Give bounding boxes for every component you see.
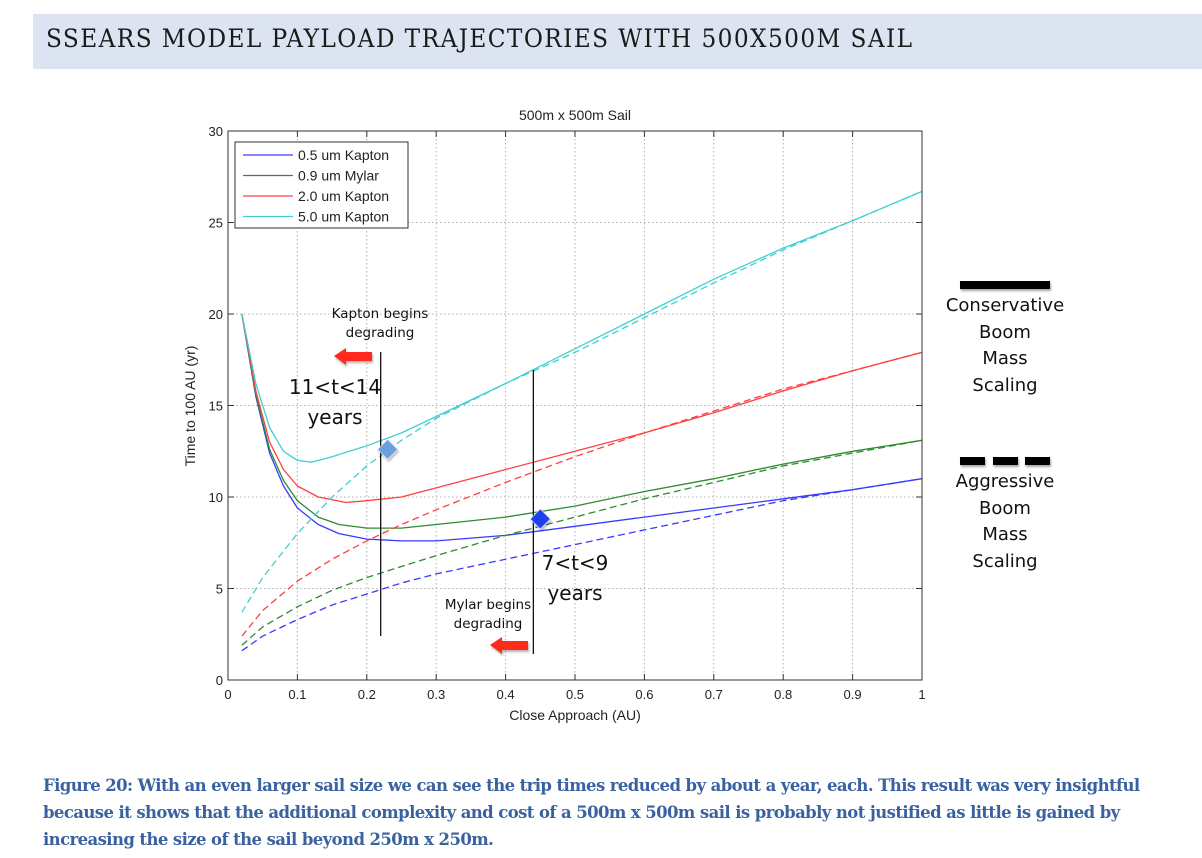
series-line-dashed — [241, 478, 923, 652]
x-tick-label: 0.6 — [635, 687, 653, 702]
y-axis-label: Time to 100 AU (yr) — [182, 346, 198, 467]
x-tick-label: 0.9 — [844, 687, 862, 702]
chart-legend: 0.5 um Kapton 0.9 um Mylar 2.0 um Kapton 5.… — [234, 141, 409, 229]
x-tick-label: 0 — [224, 687, 231, 702]
series-line-solid — [241, 313, 923, 542]
chart-series — [241, 190, 923, 652]
series-line-solid — [241, 313, 923, 504]
series-line-solid — [241, 190, 923, 463]
x-tick-label: 1 — [918, 687, 925, 702]
legend-entry: 0.5 um Kapton — [298, 147, 389, 163]
y-tick-label: 15 — [209, 399, 223, 414]
y-tick-label: 20 — [209, 307, 223, 322]
series-line-dashed — [241, 439, 923, 646]
x-tick-label: 0.5 — [566, 687, 584, 702]
annotation-lines — [380, 352, 535, 654]
y-tick-label: 25 — [209, 216, 223, 231]
mylar-degrading-label: Mylar begins degrading — [444, 597, 532, 632]
series-line-solid — [241, 313, 923, 529]
chart-grid — [228, 131, 922, 680]
legend-entry: 2.0 um Kapton — [298, 188, 389, 204]
series-line-dashed — [241, 190, 923, 613]
x-axis-label: Close Approach (AU) — [509, 707, 641, 723]
diamond-marker-icon — [529, 508, 552, 530]
kapton-time-range-label: 11<t<14 years — [288, 375, 382, 429]
mylar-time-range-label: 7<t<9 years — [541, 551, 609, 605]
arrow-left-icon — [490, 637, 528, 654]
chart-title: 500m x 500m Sail — [519, 107, 631, 123]
line-chart: 500m x 500m Sail 0 0.1 0.2 0.3 0.4 0.5 0.6 0.7 0… — [182, 107, 926, 723]
figure-caption: Figure 20: With an even larger sail size… — [43, 776, 1140, 849]
x-tick-label: 0.7 — [705, 687, 723, 702]
x-tick-label: 0.2 — [358, 687, 376, 702]
y-tick-label: 10 — [209, 490, 223, 505]
section-header-band — [33, 14, 1202, 69]
chart-axes: 0 0.1 0.2 0.3 0.4 0.5 0.6 0.7 0.8 0.9 105101520253… — [209, 124, 926, 702]
x-tick-label: 0.8 — [774, 687, 792, 702]
diamond-marker-icon — [376, 438, 399, 461]
y-tick-label: 5 — [216, 582, 223, 597]
legend-entry: 5.0 um Kapton — [298, 209, 389, 225]
x-tick-label: 0.4 — [497, 687, 515, 702]
kapton-degrading-label: Kapton begins degrading — [331, 306, 429, 341]
solid-line-swatch — [960, 281, 1050, 289]
arrow-left-icon — [334, 348, 372, 365]
aggressive-legend: Aggressive Boom Mass Scaling — [935, 457, 1075, 575]
y-tick-label: 30 — [209, 124, 223, 139]
x-tick-label: 0.1 — [288, 687, 306, 702]
legend-entry: 0.9 um Mylar — [298, 168, 379, 184]
y-tick-label: 0 — [216, 673, 223, 688]
conservative-legend: Conservative Boom Mass Scaling — [935, 281, 1075, 399]
chart-markers — [376, 438, 552, 530]
x-tick-label: 0.3 — [427, 687, 445, 702]
section-title: SSEARS MODEL PAYLOAD TRAJECTORIES WITH 5… — [46, 24, 914, 53]
dashed-line-swatch — [960, 457, 1050, 465]
